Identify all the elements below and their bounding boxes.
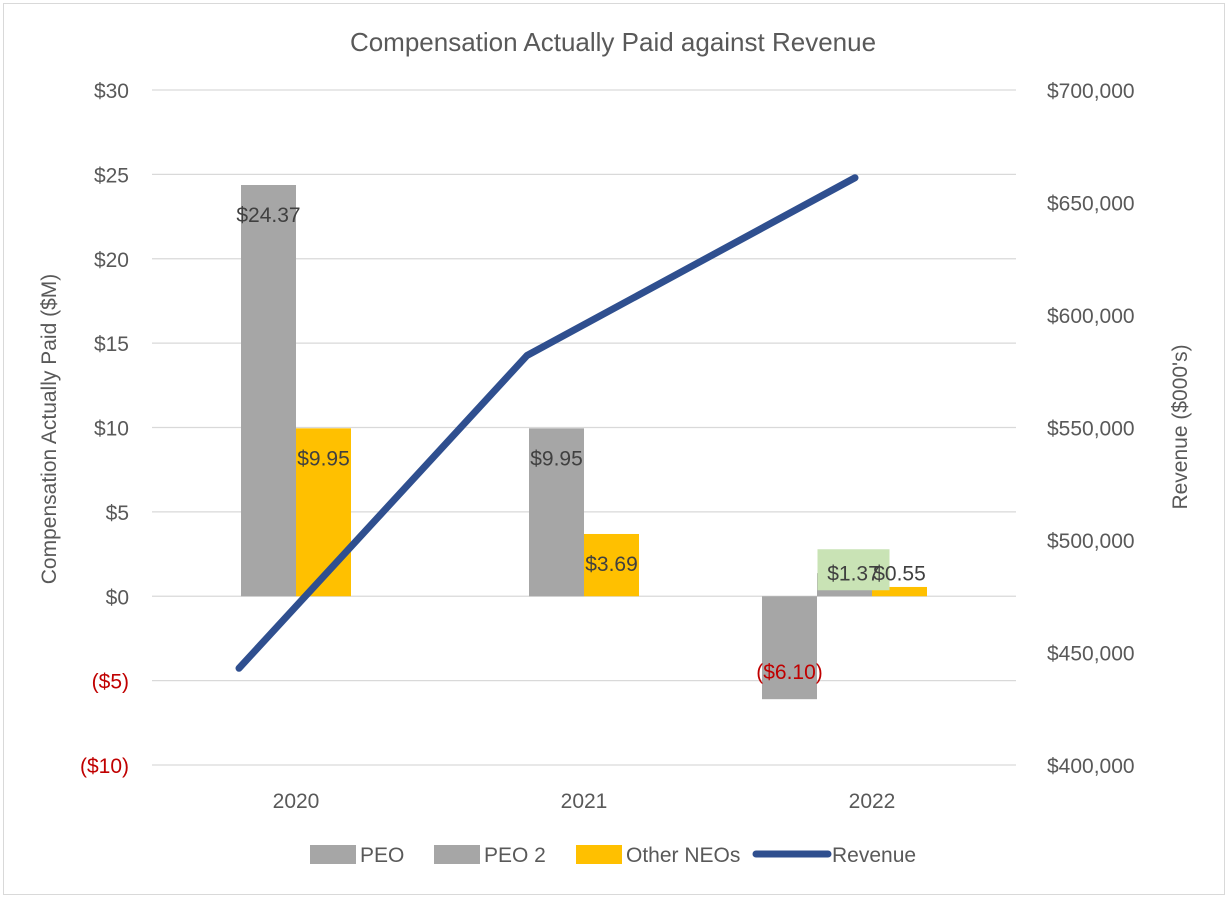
- right-tick-label: $600,000: [1047, 305, 1135, 328]
- left-axis-title: Compensation Actually Paid ($M): [38, 274, 61, 584]
- data-label: $9.95: [297, 447, 350, 470]
- right-tick-label: $550,000: [1047, 418, 1135, 441]
- legend-label: Other NEOs: [626, 844, 740, 867]
- left-tick-label: $15: [94, 333, 129, 356]
- data-label: ($6.10): [756, 661, 823, 684]
- left-tick-label: $5: [106, 502, 129, 525]
- legend: PEO PEO 2 Other NEOs Revenue: [310, 844, 916, 867]
- bars: [241, 185, 927, 700]
- left-tick-label: $20: [94, 249, 129, 272]
- right-tick-label: $650,000: [1047, 193, 1135, 216]
- legend-swatch: [576, 845, 622, 864]
- data-label: $3.69: [585, 553, 638, 576]
- right-tick-label: $400,000: [1047, 755, 1135, 778]
- legend-label: Revenue: [832, 844, 916, 867]
- legend-swatch: [310, 845, 356, 864]
- legend-label: PEO: [360, 844, 404, 867]
- data-label-highlight: [817, 549, 890, 591]
- left-tick-label: ($10): [80, 755, 129, 778]
- data-labels: $24.37 $9.95 $9.95 $3.69 ($6.10) $1.37$0.55: [236, 204, 925, 684]
- bar-peo: [529, 428, 584, 597]
- bar-other-neos: [872, 586, 927, 597]
- right-tick-label: $500,000: [1047, 530, 1135, 553]
- right-tick-label: $700,000: [1047, 80, 1135, 103]
- bar-peo: [762, 596, 817, 700]
- bar-peo: [241, 185, 296, 597]
- data-label: $24.37: [236, 204, 300, 227]
- legend-label: PEO 2: [484, 844, 546, 867]
- chart-title: Compensation Actually Paid against Reven…: [350, 27, 876, 57]
- x-tick-label: 2021: [561, 790, 608, 813]
- left-axis: $30 $25 $20 $15 $10 $5 $0 ($5) ($10): [80, 80, 129, 778]
- chart-svg: Compensation Actually Paid against Reven…: [38, 27, 1192, 867]
- left-tick-label: $25: [94, 164, 129, 187]
- right-axis: $700,000 $650,000 $600,000 $550,000 $500,000…: [1047, 80, 1135, 778]
- x-axis: 2020 2021 2022: [273, 790, 896, 813]
- right-axis-title: Revenue ($000's): [1169, 344, 1192, 509]
- revenue-line: [235, 174, 859, 672]
- data-label: $1.37: [827, 562, 880, 585]
- left-tick-label: $0: [106, 586, 129, 609]
- data-label: $0.55: [873, 562, 926, 585]
- right-tick-label: $450,000: [1047, 643, 1135, 666]
- bar-other-neos: [296, 428, 351, 597]
- left-tick-label: ($5): [92, 671, 129, 694]
- chart-frame: Compensation Actually Paid against Reven…: [3, 3, 1225, 895]
- left-tick-label: $10: [94, 418, 129, 441]
- left-tick-label: $30: [94, 80, 129, 103]
- bar-other-neos: [584, 533, 639, 597]
- data-label: $9.95: [530, 447, 583, 470]
- legend-swatch: [434, 845, 480, 864]
- revenue-line-layer: [235, 174, 859, 672]
- x-tick-label: 2020: [273, 790, 320, 813]
- x-tick-label: 2022: [849, 790, 896, 813]
